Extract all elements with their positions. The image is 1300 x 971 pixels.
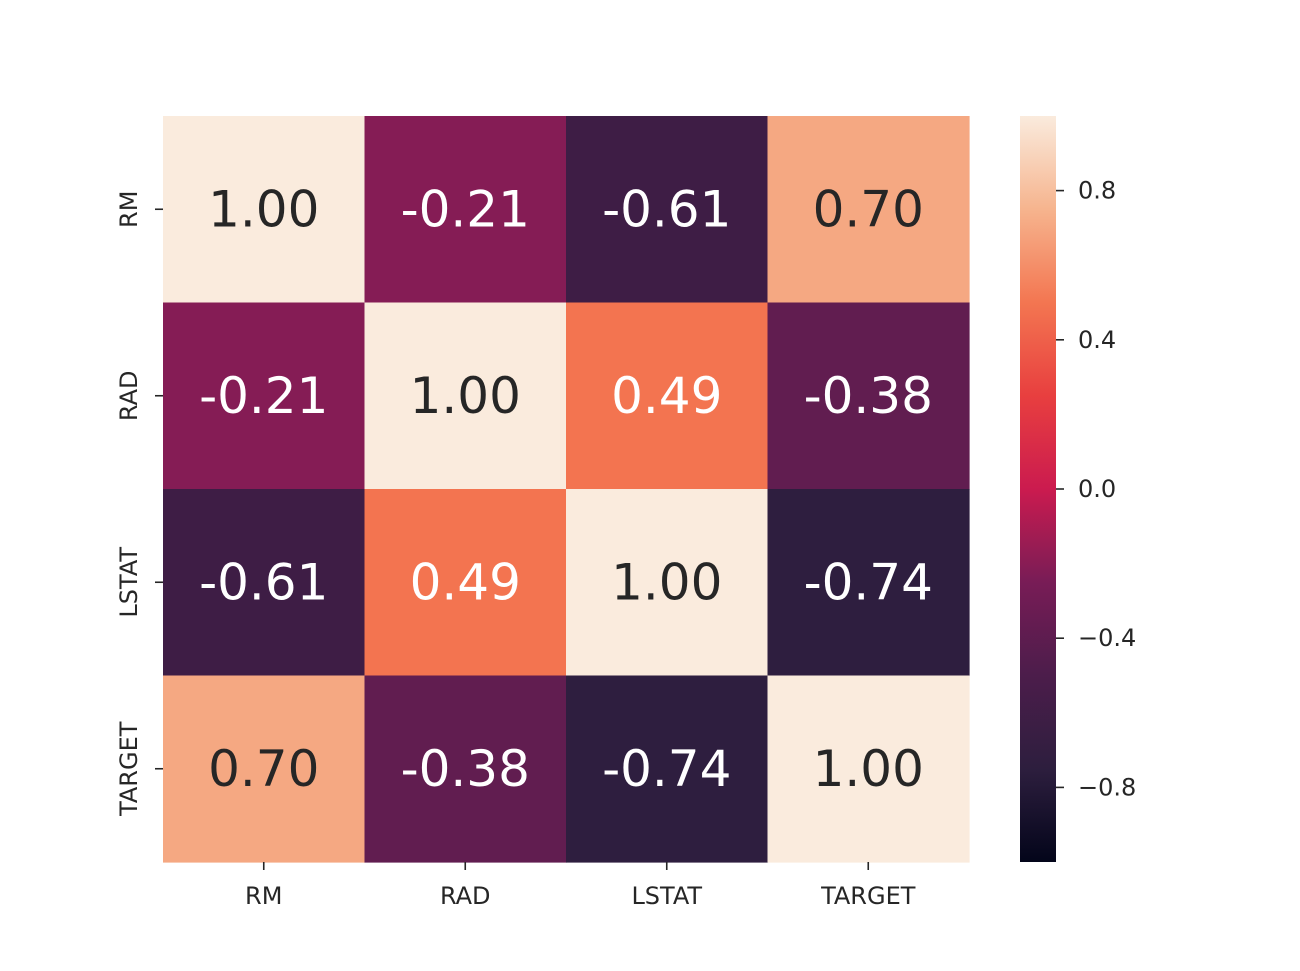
cell-annotation: 0.70 — [813, 180, 924, 238]
cell-annotation: 0.49 — [410, 553, 521, 611]
heatmap-cell-lstat-rm — [163, 489, 366, 677]
cell-annotation: -0.38 — [401, 740, 530, 798]
cell-annotation: -0.61 — [199, 553, 328, 611]
y-tick-label-rm: RM — [115, 191, 143, 228]
heatmap-cell-rm-target — [767, 116, 970, 304]
x-tick-label-lstat: LSTAT — [631, 882, 702, 910]
y-tick-label-rad: RAD — [115, 370, 143, 421]
heatmap-cell-rad-rm — [163, 302, 366, 490]
heatmap-cell-lstat-target — [767, 489, 970, 677]
colorbar: 0.8 0.4 0.0 −0.4 −0.8 — [1020, 116, 1136, 862]
heatmap-cell-target-rm — [163, 675, 366, 863]
cell-annotation: -0.74 — [804, 553, 933, 611]
y-axis: RM RAD LSTAT TARGET — [115, 191, 163, 817]
cell-annotation: 1.00 — [410, 367, 521, 425]
heatmap-cell-rad-target — [767, 302, 970, 490]
heatmap-cell-rm-rad — [364, 116, 567, 304]
colorbar-tick-label: −0.4 — [1078, 624, 1136, 652]
heatmap-cell-lstat-rad — [364, 489, 567, 677]
heatmap-cell-lstat-lstat — [566, 489, 769, 677]
colorbar-gradient — [1020, 116, 1056, 862]
heatmap-cell-target-target — [767, 675, 970, 863]
heatmap-cell-target-lstat — [566, 675, 769, 863]
x-tick-label-rm: RM — [245, 882, 282, 910]
colorbar-tick-label: 0.0 — [1078, 475, 1116, 503]
heatmap-cell-target-rad — [364, 675, 567, 863]
x-axis: RM RAD LSTAT TARGET — [245, 862, 916, 910]
y-tick-label-lstat: LSTAT — [115, 547, 143, 618]
heatmap-cell-rm-lstat — [566, 116, 769, 304]
cell-annotation: 1.00 — [611, 553, 722, 611]
heatmap-cell-rad-lstat — [566, 302, 769, 490]
heatmap-cell-rm-rm — [163, 116, 366, 304]
cell-annotation: -0.38 — [804, 367, 933, 425]
cell-annotation: -0.21 — [199, 367, 328, 425]
cell-annotation: 0.70 — [208, 740, 319, 798]
colorbar-tick-label: 0.8 — [1078, 177, 1116, 205]
x-tick-label-target: TARGET — [820, 882, 916, 910]
cell-annotation: -0.74 — [602, 740, 731, 798]
x-tick-label-rad: RAD — [440, 882, 491, 910]
cell-annotation: 0.49 — [611, 367, 722, 425]
cell-annotation: 1.00 — [208, 180, 319, 238]
heatmap-cells — [163, 116, 970, 863]
heatmap-cell-rad-rad — [364, 302, 567, 490]
cell-annotation: 1.00 — [813, 740, 924, 798]
colorbar-tick-label: 0.4 — [1078, 326, 1116, 354]
cell-annotation: -0.61 — [602, 180, 731, 238]
colorbar-tick-label: −0.8 — [1078, 773, 1136, 801]
cell-annotation: -0.21 — [401, 180, 530, 238]
heatmap-annotations: 1.00 -0.21 -0.61 0.70 -0.21 1.00 0.49 -0.38 -0.6… — [199, 180, 933, 798]
y-tick-label-target: TARGET — [115, 721, 143, 817]
